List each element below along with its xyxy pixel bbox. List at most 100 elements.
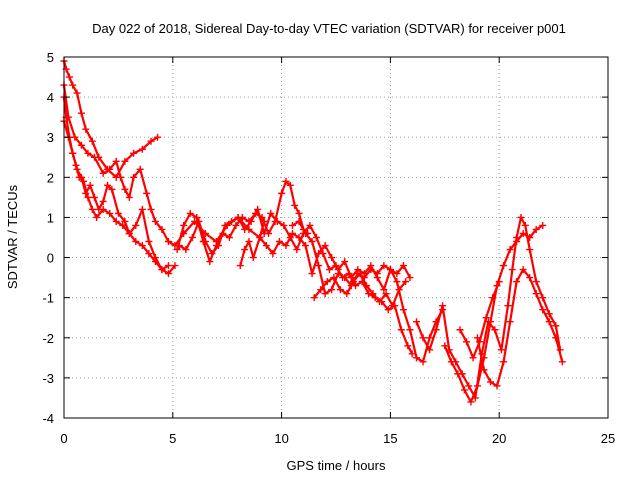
data-point (158, 266, 166, 274)
data-point (206, 258, 214, 266)
data-point (393, 278, 401, 286)
data-point (447, 358, 455, 366)
data-point (228, 217, 236, 225)
data-point (293, 246, 301, 254)
data-point (151, 217, 159, 225)
data-point (404, 342, 412, 350)
data-point (308, 270, 316, 278)
data-point (138, 242, 146, 250)
data-point (182, 246, 190, 254)
data-point (69, 81, 77, 89)
series-7 (236, 229, 447, 366)
data-point (399, 262, 407, 270)
data-point (188, 234, 196, 241)
chart-title: Day 022 of 2018, Sidereal Day-to-day VTE… (92, 21, 566, 36)
data-point (262, 242, 270, 250)
data-point (519, 229, 527, 237)
data-point (254, 205, 262, 213)
data-point (145, 238, 153, 246)
data-point (321, 242, 329, 250)
data-point (180, 221, 188, 229)
data-point (108, 185, 116, 193)
data-point (164, 270, 172, 278)
data-point (310, 294, 318, 302)
data-point (406, 326, 414, 334)
data-point (513, 238, 521, 246)
data-point (500, 358, 508, 366)
data-point (552, 334, 560, 342)
data-point (99, 169, 107, 177)
data-point (336, 286, 344, 294)
data-point (241, 246, 249, 254)
y-tick-label: 3 (47, 130, 54, 145)
data-point (164, 238, 172, 246)
data-point (84, 149, 92, 157)
data-point (315, 262, 323, 270)
data-point (106, 165, 114, 173)
data-point (88, 205, 96, 213)
data-point (380, 262, 388, 270)
data-point (426, 346, 434, 354)
data-point (236, 262, 244, 270)
data-point (138, 205, 146, 213)
series-1 (60, 57, 162, 181)
data-point (273, 217, 281, 225)
data-point (65, 73, 73, 81)
data-point (201, 238, 209, 246)
data-point (88, 137, 96, 145)
data-point (402, 278, 410, 286)
series-10 (413, 213, 564, 402)
data-point (328, 286, 336, 294)
data-point (136, 165, 144, 173)
data-point (419, 358, 427, 366)
data-point (77, 109, 85, 117)
data-point (486, 318, 494, 326)
data-point (72, 161, 80, 169)
data-point (221, 221, 229, 229)
data-point (121, 185, 129, 193)
data-point (249, 254, 257, 262)
data-point (330, 274, 338, 282)
data-point (432, 326, 440, 334)
data-point (82, 125, 90, 133)
series-8 (288, 217, 414, 298)
x-tick-label: 10 (274, 431, 288, 446)
data-point (147, 137, 155, 145)
series-trace (62, 96, 176, 275)
data-point (245, 238, 253, 246)
data-point (288, 221, 296, 229)
data-point (356, 270, 364, 278)
y-tick-label: 5 (47, 50, 54, 65)
data-point (241, 225, 249, 233)
data-point (143, 189, 151, 197)
y-tick-label: 1 (47, 210, 54, 225)
data-point (302, 229, 310, 237)
data-point (173, 246, 181, 254)
data-point (539, 306, 547, 314)
y-tick-label: 4 (47, 90, 54, 105)
data-point (532, 278, 540, 286)
data-point (275, 238, 283, 246)
data-point (552, 322, 560, 330)
data-point (539, 294, 547, 302)
data-point (99, 205, 107, 213)
data-point (519, 266, 527, 274)
data-point (480, 366, 488, 374)
data-point (121, 157, 129, 165)
data-point (495, 278, 503, 286)
data-point (467, 398, 475, 406)
data-point (419, 334, 427, 342)
data-point (225, 234, 233, 241)
data-point (93, 213, 101, 221)
data-point (312, 234, 320, 241)
data-point (349, 278, 357, 286)
data-point (132, 221, 140, 229)
data-point (269, 250, 277, 258)
data-point (112, 217, 120, 225)
data-point (347, 274, 355, 282)
data-point (500, 262, 508, 270)
data-point (532, 290, 540, 298)
data-point (247, 217, 255, 225)
y-axis-label: SDTVAR / TECUs (5, 184, 20, 289)
